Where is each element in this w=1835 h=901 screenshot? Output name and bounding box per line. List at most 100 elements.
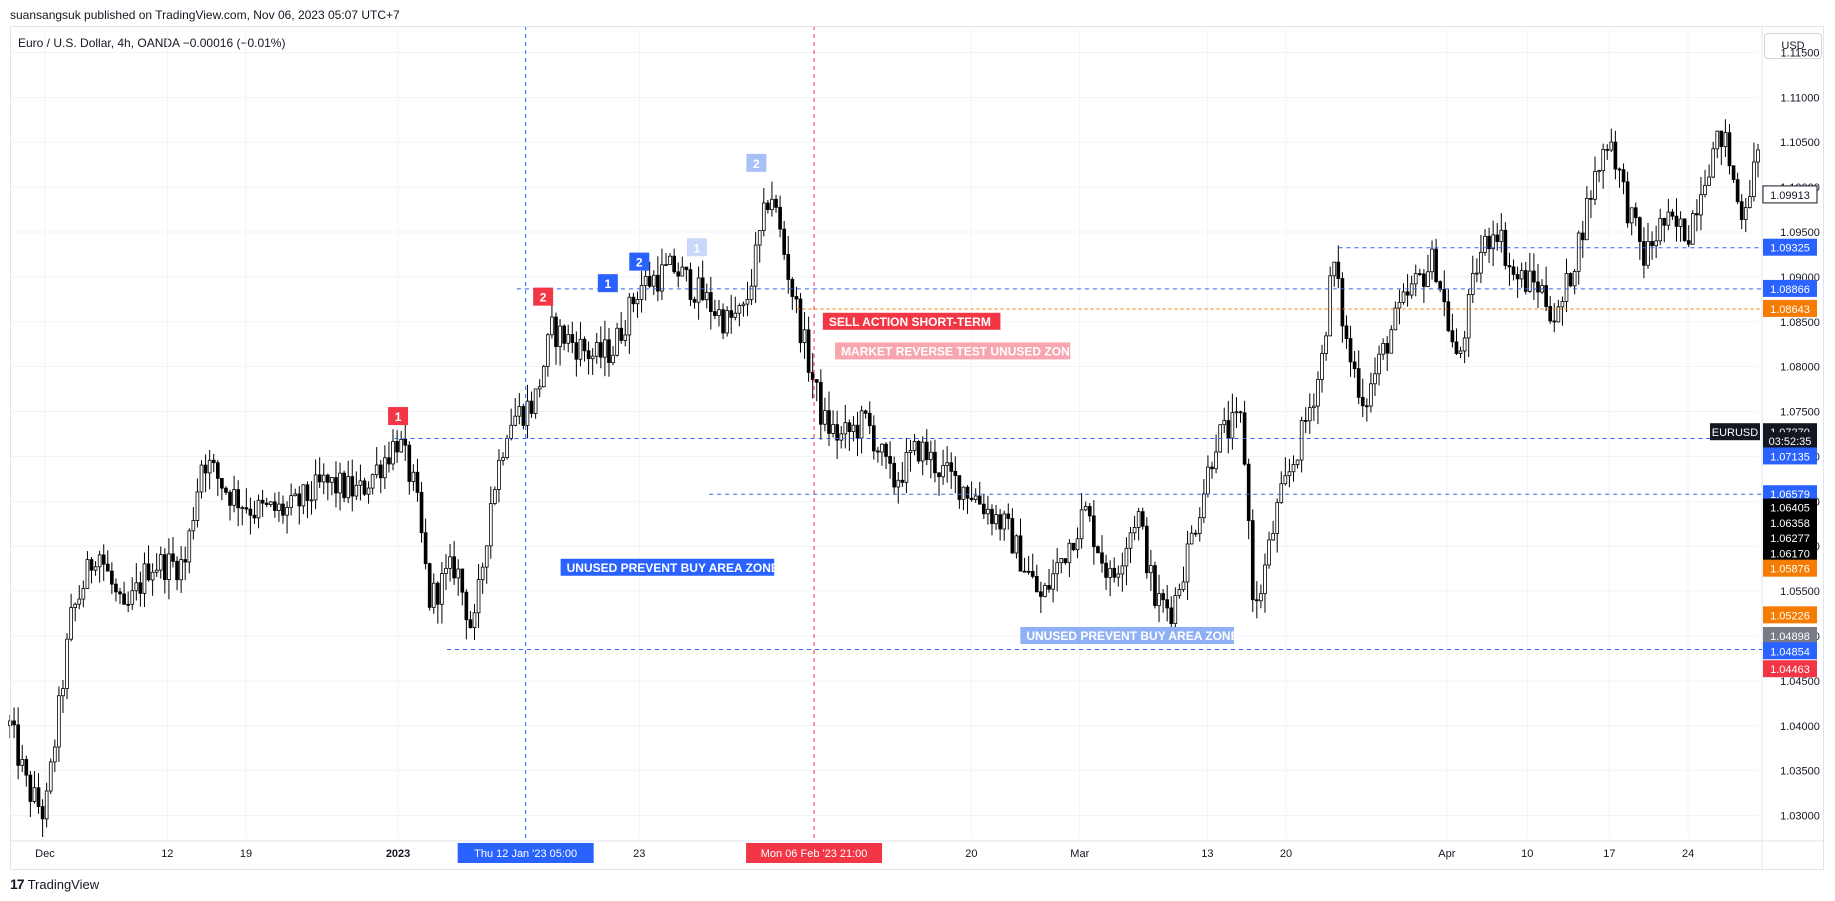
symbol-tag-bg bbox=[1710, 423, 1760, 441]
price-label-bg bbox=[1763, 606, 1817, 624]
candle-body bbox=[163, 554, 167, 581]
candle-body bbox=[867, 412, 872, 427]
candle-body bbox=[1136, 511, 1141, 528]
candle-body bbox=[338, 472, 342, 494]
marker-lightblue-2: 2 bbox=[753, 157, 760, 171]
candle-body bbox=[733, 312, 738, 318]
candle-body bbox=[1071, 542, 1076, 551]
candle-body bbox=[990, 508, 994, 525]
candle-body bbox=[586, 350, 591, 360]
candle-body bbox=[525, 400, 530, 426]
candle-body bbox=[977, 495, 982, 505]
candle-body bbox=[1564, 273, 1569, 302]
candle-body bbox=[623, 334, 628, 341]
candle-body bbox=[277, 503, 281, 511]
candle-body bbox=[309, 499, 314, 502]
candle-body bbox=[1079, 509, 1084, 540]
candle-body bbox=[1572, 270, 1577, 287]
candle-body bbox=[1185, 543, 1190, 583]
candle-body bbox=[1295, 459, 1300, 465]
candle-body bbox=[1682, 218, 1687, 242]
candle-body bbox=[782, 228, 786, 255]
candle-body bbox=[411, 471, 416, 482]
candle-body bbox=[1479, 251, 1483, 274]
candle-body bbox=[1536, 281, 1540, 293]
candle-body bbox=[313, 474, 318, 501]
candle-body bbox=[399, 438, 403, 453]
candle-body bbox=[1299, 420, 1304, 461]
candle-body bbox=[138, 582, 143, 594]
candle-body bbox=[517, 406, 522, 417]
candle-body bbox=[884, 443, 888, 457]
candle-body bbox=[1026, 570, 1031, 573]
candle-body bbox=[1340, 278, 1345, 327]
candle-body bbox=[937, 472, 941, 478]
candle-body bbox=[1214, 451, 1218, 470]
candle-body bbox=[134, 582, 139, 592]
candle-body bbox=[598, 342, 603, 358]
candle-body bbox=[77, 598, 82, 605]
candle-body bbox=[1210, 466, 1214, 470]
candle-body bbox=[1051, 573, 1055, 590]
candle-body bbox=[378, 464, 383, 479]
candle-body bbox=[1638, 217, 1642, 242]
candle-body bbox=[794, 296, 799, 300]
price-label-bg bbox=[1763, 660, 1817, 678]
candle-body bbox=[1283, 475, 1288, 485]
currency-button[interactable]: USD bbox=[1764, 33, 1822, 59]
candle-body bbox=[1328, 275, 1332, 337]
price-label: 1.06277 bbox=[1770, 533, 1810, 545]
tradingview-logo-icon[interactable]: 17 bbox=[10, 876, 25, 892]
candle-body bbox=[761, 202, 766, 231]
candle-body bbox=[1320, 353, 1324, 380]
symbol-tag: EURUSD bbox=[1712, 427, 1759, 439]
candle-body bbox=[1633, 207, 1638, 219]
footer-brand[interactable]: TradingView bbox=[27, 876, 100, 892]
candle-body bbox=[1434, 248, 1438, 283]
candle-body bbox=[590, 355, 595, 360]
top-bar: suansangsuk published on TradingView.com… bbox=[0, 0, 1835, 28]
symbol-info[interactable]: Euro / U.S. Dollar, 4h, OANDA −0.00016 (… bbox=[18, 36, 286, 50]
candle-body bbox=[1711, 148, 1716, 178]
candle-body bbox=[1092, 515, 1096, 548]
candle-body bbox=[668, 255, 672, 265]
candle-body bbox=[1238, 411, 1243, 414]
candle-body bbox=[44, 790, 49, 820]
candle-body bbox=[541, 365, 546, 388]
y-tick-label: 1.11000 bbox=[1781, 92, 1820, 104]
candle-body bbox=[1662, 218, 1667, 226]
candle-body bbox=[1169, 607, 1174, 624]
candle-body bbox=[154, 569, 159, 573]
candle-body bbox=[704, 292, 709, 301]
price-label-bg bbox=[1763, 642, 1817, 660]
candle-body bbox=[264, 502, 269, 505]
price-label-bg bbox=[1763, 238, 1817, 256]
candle-body bbox=[1181, 581, 1186, 590]
candle-body bbox=[468, 619, 473, 628]
candle-body bbox=[167, 553, 171, 581]
candle-body bbox=[1625, 181, 1630, 224]
candle-body bbox=[464, 591, 469, 621]
candle-body bbox=[334, 477, 338, 494]
candle-body bbox=[1678, 218, 1683, 227]
candle-body bbox=[1491, 234, 1495, 250]
candle-body bbox=[1047, 585, 1051, 590]
candle-body bbox=[187, 530, 192, 563]
time-crosshair-label: Mon 06 Feb '23 21:00 bbox=[761, 848, 868, 860]
price-label: 1.07135 bbox=[1770, 451, 1810, 463]
candle-body bbox=[1165, 599, 1170, 609]
candle-body bbox=[1609, 141, 1614, 151]
candle-body bbox=[664, 264, 668, 266]
x-tick-label: 20 bbox=[1280, 848, 1292, 860]
candle-body bbox=[1083, 506, 1088, 511]
candle-body bbox=[786, 254, 791, 280]
candle-body bbox=[912, 441, 917, 451]
y-tick-label: 1.05500 bbox=[1780, 586, 1820, 598]
candle-body bbox=[1039, 591, 1043, 597]
candle-body bbox=[1731, 165, 1736, 181]
candle-body bbox=[1230, 412, 1235, 439]
candle-body bbox=[256, 499, 261, 519]
candle-body bbox=[770, 198, 774, 211]
candle-body bbox=[1528, 270, 1532, 292]
